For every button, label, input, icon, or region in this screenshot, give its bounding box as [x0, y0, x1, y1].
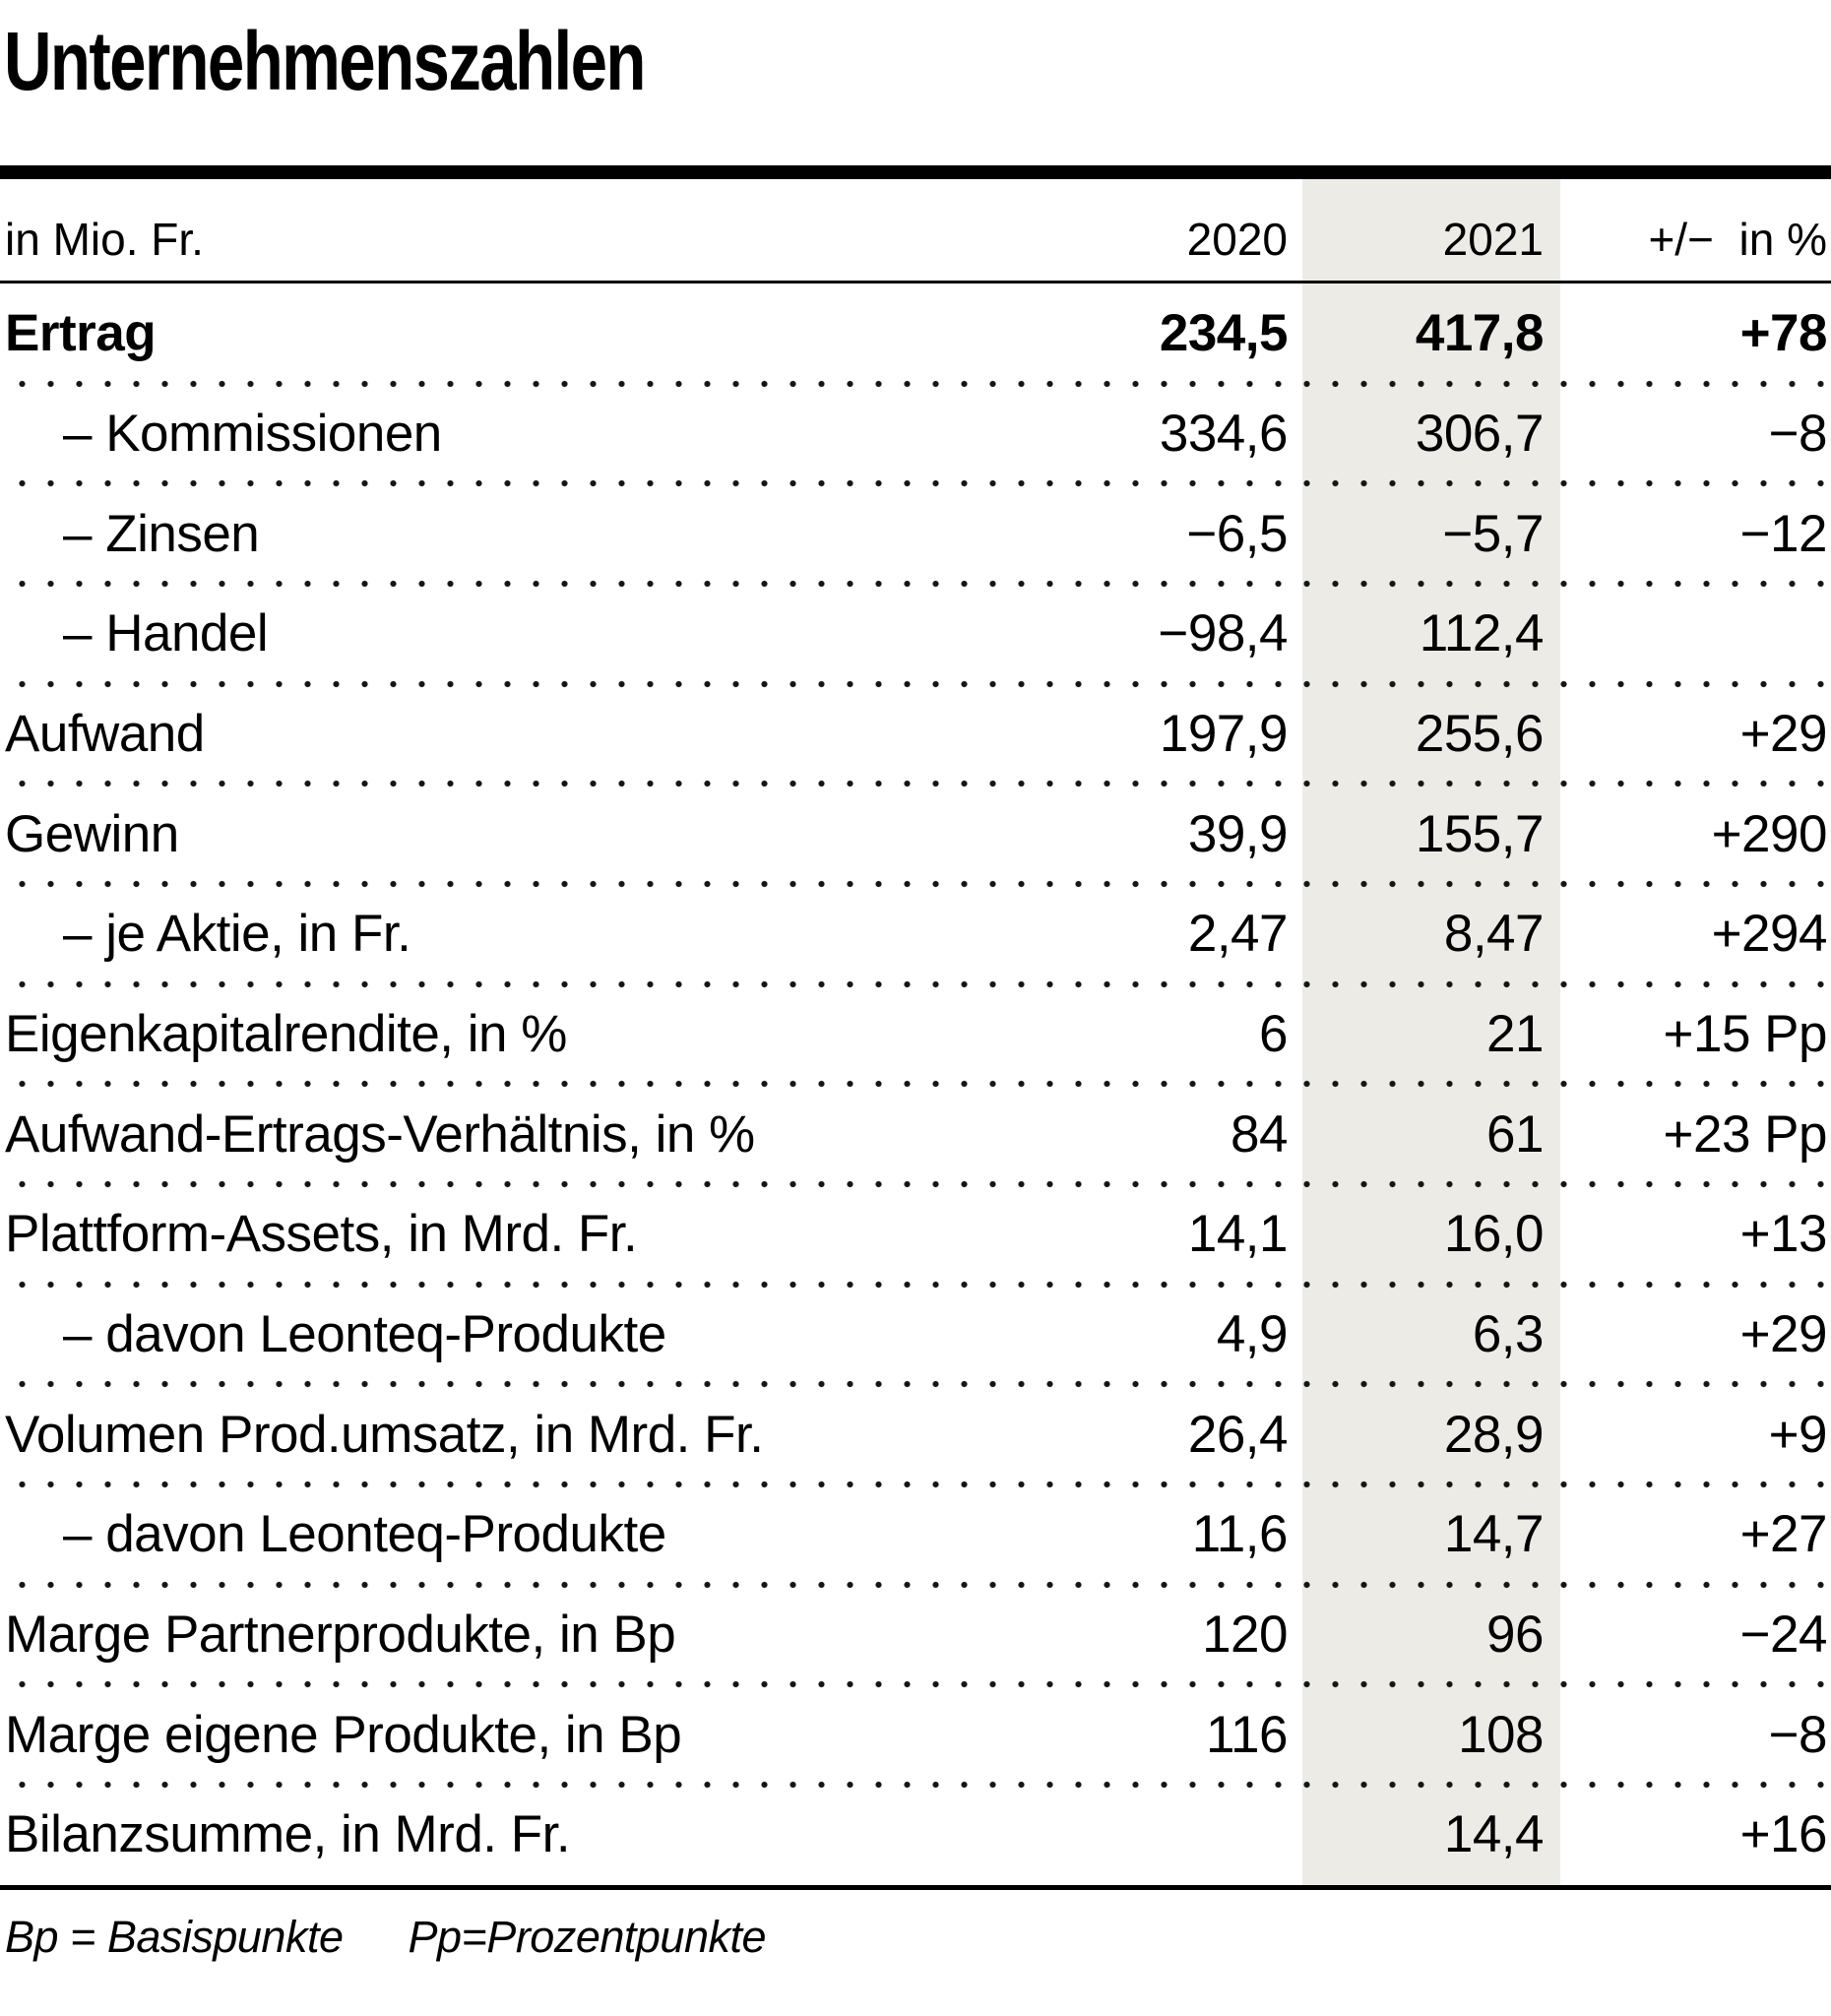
- header-col-change: +/− in %: [1648, 214, 1827, 265]
- value-change: +16: [1739, 1805, 1828, 1864]
- value-2020: 334,6: [1159, 405, 1289, 463]
- table-row: Aufwand 197,9 255,6 +29: [0, 684, 1831, 788]
- table-row: Volumen Prod.umsatz, in Mrd. Fr. 26,4 28…: [0, 1384, 1831, 1488]
- value-change: +294: [1711, 905, 1828, 964]
- table-row: – davon Leonteq-Produkte 4,9 6,3 +29: [0, 1285, 1831, 1389]
- table-row: Gewinn 39,9 155,7 +290: [0, 784, 1831, 888]
- value-2020: 14,1: [1187, 1205, 1289, 1264]
- value-2020: −98,4: [1158, 604, 1288, 663]
- row-label: Plattform-Assets, in Mrd. Fr.: [5, 1205, 638, 1264]
- table-row: – Kommissionen 334,6 306,7 −8: [0, 384, 1831, 488]
- table-row: – Handel −98,4 112,4: [0, 584, 1831, 688]
- table-row: Ertrag 234,5 417,8 +78: [0, 284, 1831, 388]
- table-row: – je Aktie, in Fr. 2,47 8,47 +294: [0, 884, 1831, 988]
- value-change: +29: [1739, 1305, 1828, 1364]
- table-row: Plattform-Assets, in Mrd. Fr. 14,1 16,0 …: [0, 1184, 1831, 1289]
- row-label: Volumen Prod.umsatz, in Mrd. Fr.: [5, 1405, 764, 1464]
- value-2020: 2,47: [1187, 905, 1289, 964]
- value-2021: 61: [1486, 1104, 1544, 1164]
- value-2020: 4,9: [1216, 1305, 1289, 1364]
- value-2021: 14,7: [1443, 1505, 1545, 1564]
- value-change: +78: [1739, 304, 1828, 363]
- row-label: Marge Partnerprodukte, in Bp: [5, 1606, 676, 1665]
- value-change: +290: [1711, 804, 1828, 863]
- table-row: – Zinsen −6,5 −5,7 −12: [0, 483, 1831, 588]
- value-change: −8: [1768, 405, 1828, 463]
- value-2021: 96: [1486, 1606, 1544, 1665]
- value-2020: 120: [1202, 1606, 1288, 1665]
- value-change: +9: [1768, 1405, 1828, 1464]
- table-row: – davon Leonteq-Produkte 11,6 14,7 +27: [0, 1484, 1831, 1589]
- value-change: +27: [1739, 1505, 1828, 1564]
- value-2020: 39,9: [1187, 804, 1289, 863]
- value-change: +23 Pp: [1663, 1104, 1828, 1164]
- title-rule-thick: [0, 165, 1831, 179]
- footnotes: Bp = Basispunkte Pp=Prozentpunkte: [5, 1912, 766, 1963]
- value-2021: 108: [1458, 1705, 1544, 1764]
- value-2021: 16,0: [1443, 1205, 1545, 1264]
- value-2021: 8,47: [1443, 905, 1545, 964]
- row-label: Aufwand-Ertrags-Verhältnis, in %: [5, 1104, 755, 1164]
- table-row: Bilanzsumme, in Mrd. Fr. 14,4 +16: [0, 1785, 1831, 1885]
- table-row: Eigenkapitalrendite, in % 6 21 +15 Pp: [0, 984, 1831, 1089]
- value-2020: 197,9: [1159, 705, 1289, 764]
- value-2020: 84: [1231, 1104, 1288, 1164]
- value-2021: 306,7: [1415, 405, 1545, 463]
- header-col-2020: 2020: [1186, 214, 1288, 265]
- value-2021: 417,8: [1415, 304, 1545, 363]
- row-label: – Kommissionen: [63, 405, 442, 463]
- table-row: Marge eigene Produkte, in Bp 116 108 −8: [0, 1684, 1831, 1789]
- table-body: Ertrag 234,5 417,8 +78 – Kommissionen 33…: [0, 284, 1831, 1885]
- value-change: +29: [1739, 705, 1828, 764]
- row-label: – davon Leonteq-Produkte: [63, 1305, 666, 1364]
- footnote-bp: Bp = Basispunkte: [5, 1912, 344, 1962]
- value-2021: 155,7: [1415, 804, 1545, 863]
- value-change: +13: [1739, 1205, 1828, 1264]
- value-change: −12: [1739, 504, 1828, 563]
- value-2021: −5,7: [1442, 504, 1544, 563]
- footnote-pp: Pp=Prozentpunkte: [408, 1912, 766, 1962]
- header-divider: [0, 281, 1831, 284]
- value-change: −24: [1739, 1606, 1828, 1665]
- value-change: +15 Pp: [1663, 1005, 1828, 1064]
- value-2021: 28,9: [1443, 1405, 1545, 1464]
- bottom-rule: [0, 1885, 1831, 1890]
- header-unit-label: in Mio. Fr.: [5, 214, 204, 265]
- value-2020: 6: [1259, 1005, 1288, 1064]
- row-label: Marge eigene Produkte, in Bp: [5, 1705, 682, 1764]
- table-row: Aufwand-Ertrags-Verhältnis, in % 84 61 +…: [0, 1084, 1831, 1188]
- row-label: Aufwand: [5, 705, 205, 764]
- value-2021: 14,4: [1443, 1805, 1545, 1864]
- row-label: Eigenkapitalrendite, in %: [5, 1005, 567, 1064]
- value-2021: 6,3: [1472, 1305, 1545, 1364]
- value-2020: 116: [1206, 1705, 1289, 1764]
- row-label: Bilanzsumme, in Mrd. Fr.: [5, 1805, 571, 1864]
- value-2021: 21: [1486, 1005, 1544, 1064]
- page-title: Unternehmenszahlen: [4, 15, 646, 107]
- row-label: – Handel: [63, 604, 269, 663]
- row-label: – je Aktie, in Fr.: [63, 905, 411, 964]
- row-label: – Zinsen: [63, 504, 260, 563]
- table-row: Marge Partnerprodukte, in Bp 120 96 −24: [0, 1585, 1831, 1689]
- header-col-2021: 2021: [1442, 214, 1544, 265]
- value-2020: 26,4: [1187, 1405, 1289, 1464]
- highlight-column-2021: [1302, 178, 1560, 1885]
- row-label: – davon Leonteq-Produkte: [63, 1505, 666, 1564]
- value-2021: 112,4: [1419, 604, 1545, 663]
- value-2020: 11,6: [1191, 1505, 1289, 1564]
- value-2020: 234,5: [1159, 304, 1289, 363]
- row-label: Ertrag: [5, 304, 157, 363]
- table-header-row: in Mio. Fr. 2020 2021 +/− in %: [0, 179, 1831, 278]
- value-2021: 255,6: [1415, 705, 1545, 764]
- value-change: −8: [1768, 1705, 1828, 1764]
- row-label: Gewinn: [5, 804, 179, 863]
- value-2020: −6,5: [1186, 504, 1288, 563]
